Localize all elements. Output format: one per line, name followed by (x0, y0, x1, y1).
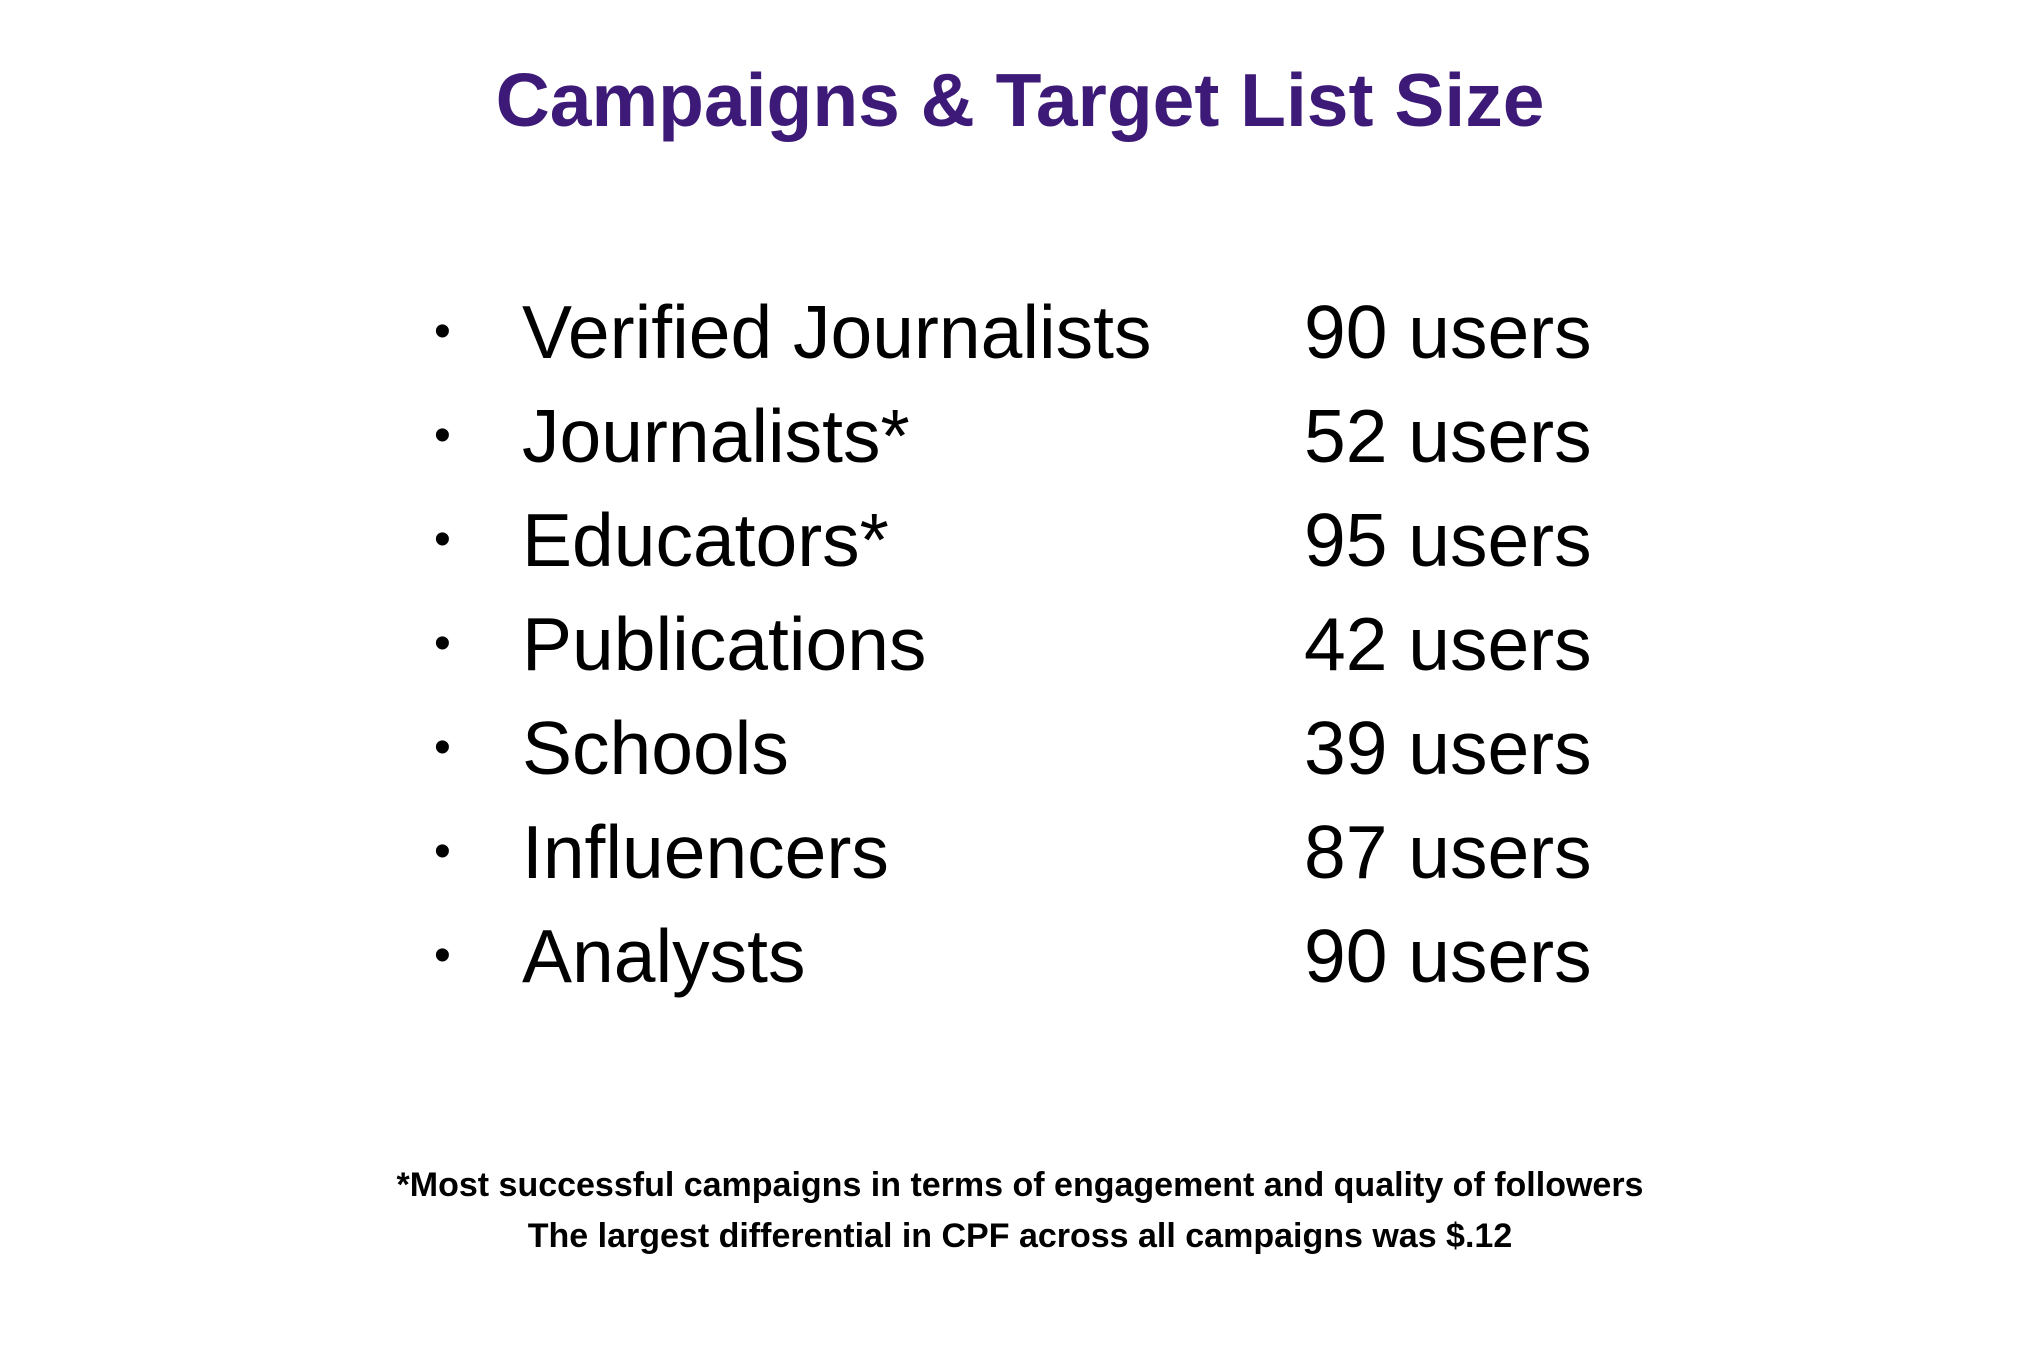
list-item: • Journalists* 52 users (0, 384, 2040, 488)
item-label: Influencers (522, 810, 889, 894)
bullet-icon: • (434, 617, 451, 670)
bullet-icon: • (434, 825, 451, 878)
list-item: • Verified Journalists 90 users (0, 280, 2040, 384)
item-label: Journalists* (522, 394, 910, 478)
footnote-line: The largest differential in CPF across a… (527, 1217, 1513, 1255)
item-label: Verified Journalists (522, 290, 1152, 374)
bullet-icon: • (434, 513, 451, 566)
item-label: Analysts (522, 914, 806, 998)
footnote-line: *Most successful campaigns in terms of e… (396, 1166, 1644, 1204)
bullet-icon: • (434, 929, 451, 982)
item-value: 42 users (1304, 602, 1592, 686)
list-item: • Educators* 95 users (0, 488, 2040, 592)
item-value: 90 users (1304, 914, 1592, 998)
slide-title: Campaigns & Target List Size (495, 58, 1545, 142)
item-value: 52 users (1304, 394, 1592, 478)
list-item: • Influencers 87 users (0, 800, 2040, 904)
bullet-icon: • (434, 721, 451, 774)
list-item: • Analysts 90 users (0, 904, 2040, 1008)
item-value: 87 users (1304, 810, 1592, 894)
item-value: 39 users (1304, 706, 1592, 790)
item-value: 90 users (1304, 290, 1592, 374)
footnote: *Most successful campaigns in terms of e… (0, 1160, 2040, 1262)
item-label: Educators* (522, 498, 889, 582)
bullet-icon: • (434, 305, 451, 358)
item-label: Publications (522, 602, 927, 686)
item-value: 95 users (1304, 498, 1592, 582)
list-item: • Publications 42 users (0, 592, 2040, 696)
bullet-icon: • (434, 409, 451, 462)
item-label: Schools (522, 706, 789, 790)
target-list: • Verified Journalists 90 users • Journa… (0, 280, 2040, 1008)
list-item: • Schools 39 users (0, 696, 2040, 800)
